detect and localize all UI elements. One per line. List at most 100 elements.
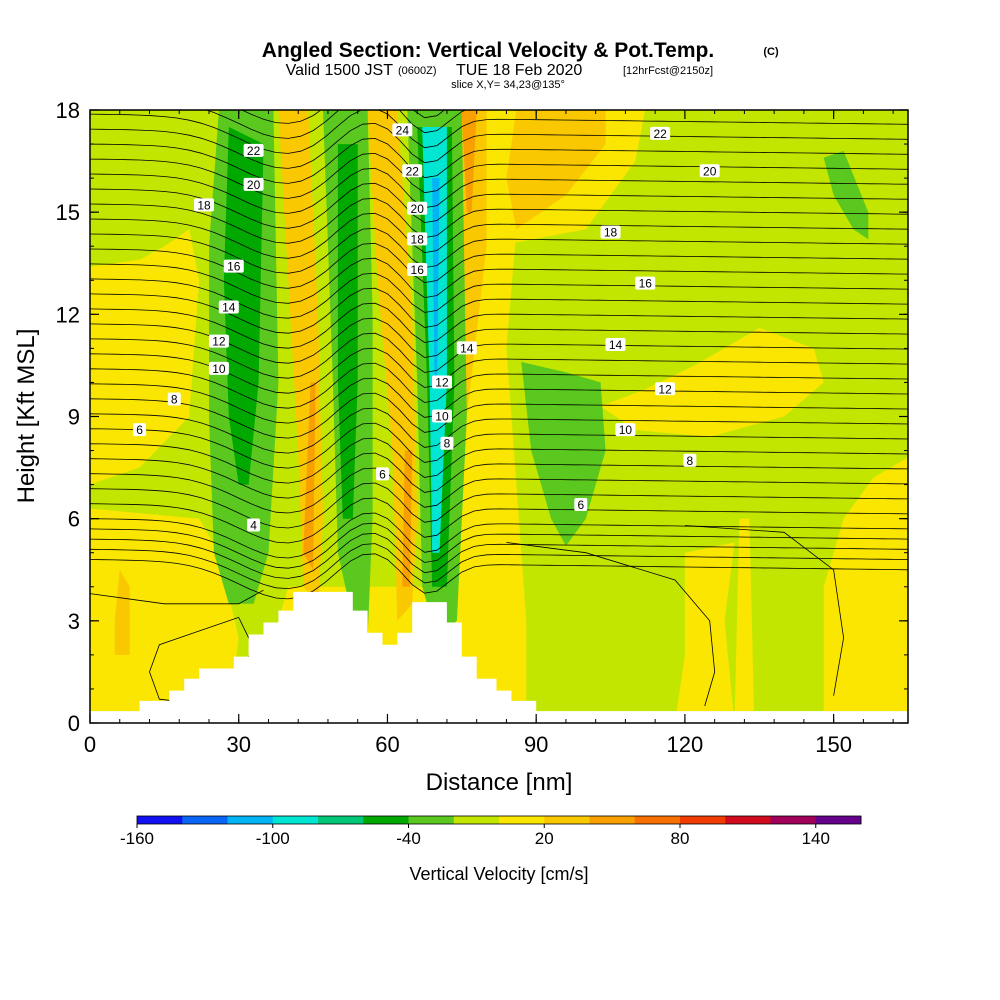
colorbar-title: Vertical Velocity [cm/s] (409, 864, 588, 884)
svg-text:24: 24 (396, 123, 410, 137)
isentrope-line (90, 257, 908, 304)
updraft-low-west (114, 569, 130, 655)
isentrope-line (90, 422, 908, 469)
y-tick-label: 6 (68, 507, 80, 532)
updraft-zone-upper-west (90, 229, 200, 485)
isentrope-line (90, 482, 908, 529)
isentrope-line (90, 467, 908, 514)
svg-text:20: 20 (411, 202, 425, 216)
colorbar-tick-label: 140 (802, 829, 830, 848)
plot-area: 24 22 22 22 20 20 20 18 18 18 16 16 16 14 14 14 12 12 12 10… (90, 0, 908, 723)
colorbar-swatch (499, 816, 545, 824)
svg-text:14: 14 (609, 338, 623, 352)
svg-text:20: 20 (703, 164, 717, 178)
x-tick-label: 120 (667, 732, 704, 757)
svg-text:8: 8 (171, 392, 178, 406)
isentrope-line (90, 227, 908, 274)
pot-temp-label: 22 (650, 127, 671, 141)
colorbar-swatch (318, 816, 364, 824)
isentrope-line (90, 543, 908, 590)
svg-text:16: 16 (227, 260, 241, 274)
updraft-zone-east-low (675, 542, 735, 723)
isentrope-line (90, 377, 908, 424)
svg-text:18: 18 (197, 198, 211, 212)
y-tick-label: 0 (68, 711, 80, 736)
isentrope-line (90, 452, 908, 499)
pot-temp-label: 20 (407, 201, 428, 216)
valid-date: TUE 18 Feb 2020 (456, 62, 582, 79)
downdraft-mid-core (337, 144, 358, 519)
svg-text:16: 16 (411, 263, 425, 277)
pot-temp-label: 6 (574, 498, 588, 512)
svg-text:6: 6 (577, 498, 584, 512)
colorbar-swatch (137, 816, 183, 824)
isentrope-line (90, 332, 908, 379)
x-axis-title: Distance [nm] (426, 769, 573, 796)
updraft-zone-east-right (823, 457, 908, 723)
updraft-east-core (461, 110, 477, 213)
colorbar-swatch (770, 816, 817, 824)
svg-text:8: 8 (444, 437, 451, 451)
isentrope-line (90, 272, 908, 319)
pot-temp-label: 10 (208, 361, 229, 376)
isentrope-low-east (506, 542, 716, 707)
pot-temp-label: 24 (392, 123, 413, 137)
pot-temp-label: 14 (605, 337, 626, 352)
y-tick-label: 18 (56, 98, 80, 123)
colorbar-tick-label: 20 (535, 829, 554, 848)
colorbar: -160 -100 -40 20 80 140 (120, 815, 862, 848)
slice-info: slice X,Y= 34,23@135° (451, 79, 565, 91)
y-axis: 0 3 6 9 12 15 18 (56, 98, 908, 736)
pot-temp-label: 20 (243, 177, 264, 192)
pot-temp-label: 8 (683, 453, 697, 468)
x-tick-label: 30 (226, 732, 250, 757)
svg-text:8: 8 (687, 454, 694, 468)
chart-title-units: (C) (763, 46, 779, 58)
pot-temp-label: 12 (208, 334, 229, 349)
svg-text:12: 12 (658, 382, 672, 396)
svg-text:10: 10 (212, 362, 226, 376)
isentrope-line (90, 512, 908, 559)
pot-temp-label: 22 (243, 143, 264, 158)
isentrope-line (90, 497, 908, 544)
pot-temp-label: 12 (655, 382, 676, 396)
terrain (90, 591, 908, 723)
pot-temp-label: 10 (615, 423, 636, 437)
updraft-mid-core (402, 450, 413, 587)
colorbar-swatch (544, 816, 590, 824)
svg-text:6: 6 (136, 423, 143, 437)
x-tick-label: 60 (375, 732, 399, 757)
updraft-zone-east-upper (600, 328, 824, 437)
pot-temp-label: 6 (133, 423, 147, 437)
isentrope-line (90, 0, 908, 34)
colorbar-swatch (272, 816, 319, 824)
svg-text:14: 14 (460, 341, 474, 355)
colorbar-tick-label: 80 (671, 829, 690, 848)
downdraft-far-east (823, 150, 869, 240)
isentrope-line (90, 302, 908, 349)
isentrope-line (90, 392, 908, 439)
y-tick-label: 9 (68, 405, 80, 430)
valid-time-prefix: Valid 1500 JST (286, 62, 394, 79)
svg-text:18: 18 (604, 226, 618, 240)
pot-temp-label: 22 (402, 164, 423, 178)
pot-temp-label: 16 (407, 263, 428, 277)
isentrope-line (90, 553, 908, 600)
svg-text:6: 6 (379, 467, 386, 481)
colorbar-tick-label: -100 (256, 829, 290, 848)
colorbar-frame (136, 815, 862, 825)
updraft-upper-right (506, 110, 606, 230)
x-tick-label: 90 (524, 732, 548, 757)
colorbar-swatch (680, 816, 726, 824)
isentrope-line (90, 522, 908, 569)
isentrope-line (90, 197, 908, 244)
svg-text:22: 22 (406, 164, 420, 178)
svg-text:22: 22 (247, 144, 261, 158)
isentrope-line (90, 167, 908, 214)
pot-temp-label: 18 (407, 232, 428, 246)
pot-temp-label: 4 (247, 518, 261, 532)
svg-text:10: 10 (619, 423, 633, 437)
colorbar-swatch (634, 816, 681, 824)
pot-temp-label: 16 (635, 276, 656, 291)
pot-temp-label: 12 (431, 375, 452, 389)
